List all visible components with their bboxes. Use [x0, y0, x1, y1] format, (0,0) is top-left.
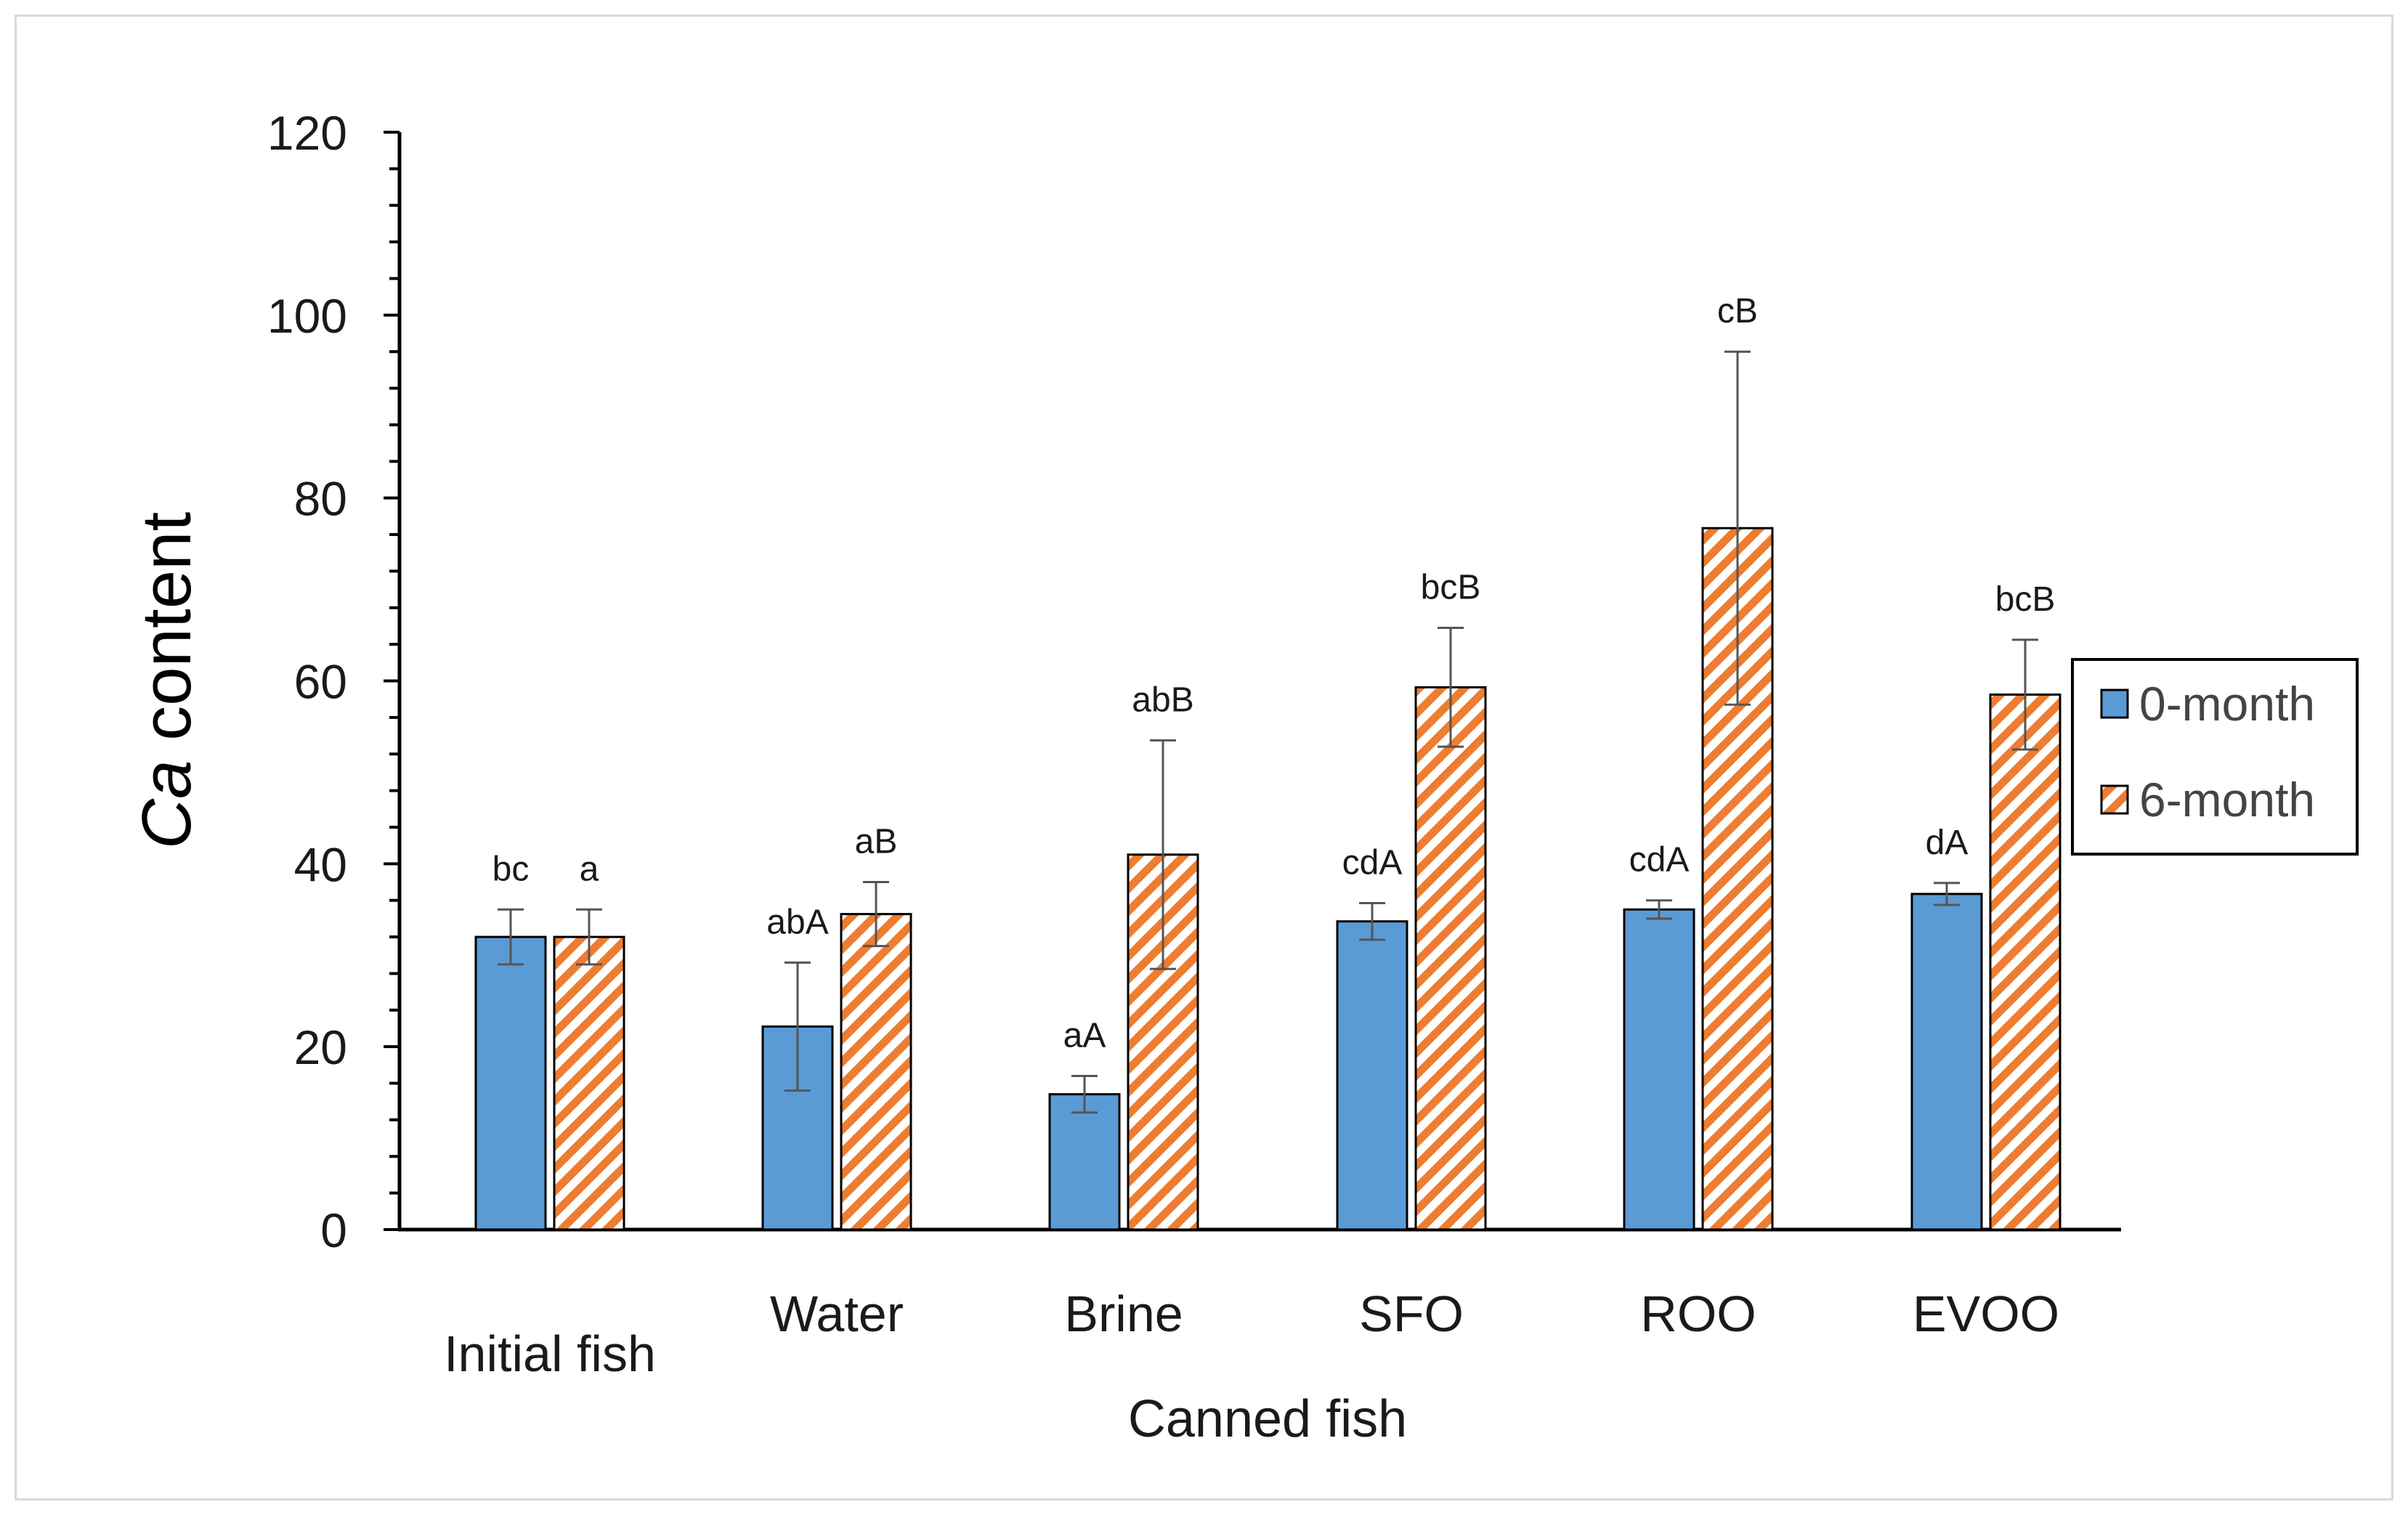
x-tick-label: Water	[770, 1285, 904, 1342]
y-axis-title-rest: content	[128, 512, 206, 760]
y-tick-label: 80	[294, 472, 347, 526]
y-tick-label: 60	[294, 655, 347, 709]
legend-label-6-month: 6-month	[2139, 773, 2315, 826]
bar-0-month-roo	[1623, 908, 1695, 1231]
significance-letter: abB	[1132, 681, 1193, 719]
y-tick-label: 120	[267, 106, 347, 160]
significance-letter: cB	[1717, 292, 1758, 330]
bar-6-month-evoo	[1989, 693, 2062, 1231]
significance-letter: dA	[1926, 824, 1969, 862]
y-axis-title-italic: Ca	[128, 760, 206, 849]
bar-0-month-initial-fish	[474, 935, 547, 1231]
x-tick-label: ROO	[1640, 1285, 1756, 1342]
significance-letter: bcB	[1421, 568, 1481, 606]
bar-6-month-initial-fish	[553, 935, 625, 1231]
y-axis-title: Ca content	[128, 512, 206, 849]
x-axis-title: Canned fish	[1128, 1390, 1407, 1448]
significance-letter: aA	[1063, 1016, 1106, 1055]
legend-label-0-month: 0-month	[2139, 677, 2315, 731]
legend-swatch-6-month	[2100, 784, 2129, 815]
significance-letter: abA	[766, 903, 828, 941]
bar-6-month-water	[840, 913, 912, 1231]
x-tick-label: EVOO	[1913, 1285, 2059, 1342]
y-tick-label: 0	[320, 1203, 347, 1257]
significance-letter: bcB	[1995, 580, 2056, 619]
significance-letter: cdA	[1342, 843, 1403, 882]
bar-0-month-evoo	[1910, 893, 1983, 1231]
significance-letter: a	[580, 850, 599, 888]
legend: 0-month 6-month	[2071, 658, 2359, 856]
x-tick-label: Initial fish	[444, 1325, 656, 1382]
bar-0-month-sfo	[1336, 920, 1408, 1231]
y-tick-label: 100	[267, 289, 347, 343]
significance-letter: aB	[855, 823, 898, 861]
bar-0-month-brine	[1048, 1093, 1121, 1231]
legend-swatch-0-month	[2100, 689, 2129, 719]
y-tick-label: 20	[294, 1020, 347, 1074]
x-tick-label: SFO	[1359, 1285, 1464, 1342]
significance-letter: cdA	[1629, 841, 1690, 880]
bar-0-month-water	[761, 1025, 834, 1231]
y-tick-label: 40	[294, 837, 347, 891]
bar-6-month-sfo	[1414, 686, 1487, 1231]
significance-letter: bc	[492, 850, 530, 888]
x-tick-label: Brine	[1064, 1285, 1183, 1342]
